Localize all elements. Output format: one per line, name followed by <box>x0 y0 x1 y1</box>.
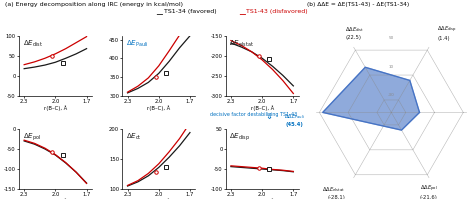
X-axis label: r(B–C), Å: r(B–C), Å <box>147 105 170 111</box>
Text: ─: ─ <box>239 10 245 20</box>
Text: TS1-34 (favored): TS1-34 (favored) <box>164 9 216 14</box>
Text: TS1-43 (disfavored): TS1-43 (disfavored) <box>246 9 308 14</box>
Text: $\Delta\Delta E_{\rm dist}$
(22.5): $\Delta\Delta E_{\rm dist}$ (22.5) <box>345 25 365 40</box>
Text: 50: 50 <box>389 36 394 40</box>
Text: $\Delta E_{\rm elstat}$: $\Delta E_{\rm elstat}$ <box>229 39 254 49</box>
Text: ─: ─ <box>156 10 162 20</box>
Text: -30: -30 <box>388 93 395 97</box>
X-axis label: r(B–C), Å: r(B–C), Å <box>251 105 274 111</box>
Polygon shape <box>323 67 419 130</box>
Text: $\Delta\Delta E_{\rm disp}$
(1.4): $\Delta\Delta E_{\rm disp}$ (1.4) <box>438 25 457 41</box>
Text: (b) ΔΔE = ΔE(TS1-43) - ΔE(TS1-34): (b) ΔΔE = ΔE(TS1-43) - ΔE(TS1-34) <box>307 2 410 7</box>
Text: $\Delta E_{\rm pol}$: $\Delta E_{\rm pol}$ <box>23 132 41 143</box>
Text: $\Delta E_{\rm Pauli}$: $\Delta E_{\rm Pauli}$ <box>126 39 148 49</box>
Text: 10: 10 <box>389 64 394 68</box>
X-axis label: r(B–C), Å: r(B–C), Å <box>44 105 67 111</box>
Text: decisive factor destabilizing TS1-43: decisive factor destabilizing TS1-43 <box>210 112 297 117</box>
Text: $\Delta\Delta E_{\rm Pauli}$
(45.4): $\Delta\Delta E_{\rm Pauli}$ (45.4) <box>284 112 305 127</box>
Text: $\Delta\Delta E_{\rm elstat}$
(-28.1): $\Delta\Delta E_{\rm elstat}$ (-28.1) <box>322 185 345 199</box>
Text: ⇓: ⇓ <box>265 112 273 121</box>
Text: $\Delta E_{\rm dist}$: $\Delta E_{\rm dist}$ <box>23 39 43 49</box>
Text: $\Delta E_{\rm disp}$: $\Delta E_{\rm disp}$ <box>229 132 250 143</box>
Text: $\Delta\Delta E_{\rm pol}$
(-21.6): $\Delta\Delta E_{\rm pol}$ (-21.6) <box>419 184 438 199</box>
Text: (a) Energy decomposition along IRC (energy in kcal/mol): (a) Energy decomposition along IRC (ener… <box>5 2 183 7</box>
Text: $\Delta E_{\rm ct}$: $\Delta E_{\rm ct}$ <box>126 132 142 142</box>
